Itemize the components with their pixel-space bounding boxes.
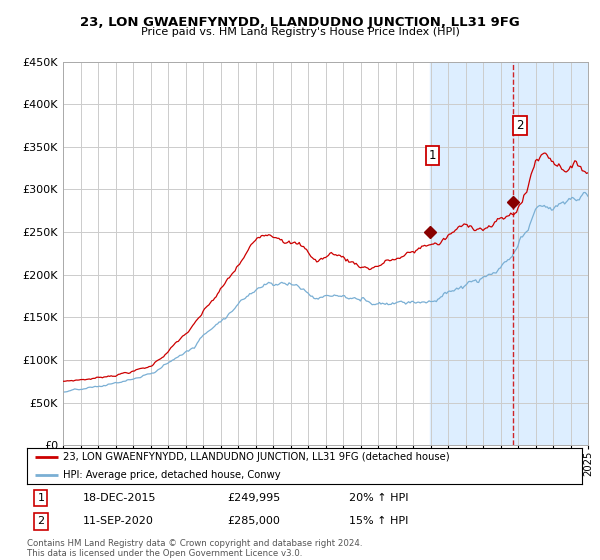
Text: 11-SEP-2020: 11-SEP-2020 (83, 516, 154, 526)
Text: £285,000: £285,000 (227, 516, 280, 526)
Text: 18-DEC-2015: 18-DEC-2015 (83, 493, 156, 503)
Text: 23, LON GWAENFYNYDD, LLANDUDNO JUNCTION, LL31 9FG: 23, LON GWAENFYNYDD, LLANDUDNO JUNCTION,… (80, 16, 520, 29)
Text: 1: 1 (428, 149, 436, 162)
Text: Price paid vs. HM Land Registry's House Price Index (HPI): Price paid vs. HM Land Registry's House … (140, 27, 460, 37)
Text: 1: 1 (37, 493, 44, 503)
Text: Contains HM Land Registry data © Crown copyright and database right 2024.
This d: Contains HM Land Registry data © Crown c… (27, 539, 362, 558)
Text: 2: 2 (516, 119, 524, 132)
Text: £249,995: £249,995 (227, 493, 280, 503)
Bar (430, 62, 588, 445)
Text: HPI: Average price, detached house, Conwy: HPI: Average price, detached house, Conw… (63, 470, 281, 480)
Text: 20% ↑ HPI: 20% ↑ HPI (349, 493, 409, 503)
Text: 15% ↑ HPI: 15% ↑ HPI (349, 516, 408, 526)
Text: 23, LON GWAENFYNYDD, LLANDUDNO JUNCTION, LL31 9FG (detached house): 23, LON GWAENFYNYDD, LLANDUDNO JUNCTION,… (63, 452, 450, 462)
Text: 2: 2 (37, 516, 44, 526)
